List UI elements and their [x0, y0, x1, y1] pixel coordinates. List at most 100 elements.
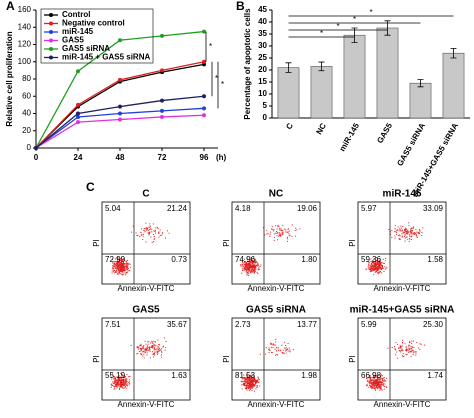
dot — [286, 236, 288, 238]
dot — [250, 386, 252, 388]
dot — [395, 349, 397, 351]
dot — [249, 386, 251, 388]
dot — [110, 383, 112, 385]
dot — [118, 386, 120, 388]
dot — [253, 377, 255, 379]
dot — [252, 263, 254, 265]
dot — [255, 262, 257, 264]
dot — [148, 346, 150, 348]
dot — [149, 346, 151, 348]
dot — [246, 389, 248, 391]
dot — [367, 268, 369, 270]
dot — [157, 346, 159, 348]
quadrant-value: 1.58 — [427, 255, 443, 264]
dot — [148, 228, 150, 230]
dot — [113, 382, 115, 384]
dot — [149, 223, 151, 225]
legend-marker — [49, 30, 53, 34]
x-axis-label: Annexin-V-FITC — [374, 400, 431, 409]
dot — [372, 267, 374, 269]
dot — [160, 354, 162, 356]
dot — [117, 265, 119, 267]
dot — [250, 380, 252, 382]
dot — [246, 257, 248, 259]
dot — [118, 375, 120, 377]
dot — [371, 260, 373, 262]
dot — [120, 372, 122, 374]
dot — [417, 233, 419, 235]
dot — [139, 348, 141, 350]
dot — [382, 265, 384, 267]
dot — [250, 262, 252, 264]
dot — [377, 268, 379, 270]
dot — [156, 352, 158, 354]
dot — [243, 261, 245, 263]
dot — [383, 271, 385, 273]
dot — [251, 378, 253, 380]
dot — [250, 382, 252, 384]
error-bar — [450, 48, 457, 59]
dot — [256, 386, 258, 388]
dot — [372, 385, 374, 387]
dot — [376, 261, 378, 263]
dot — [375, 271, 377, 273]
point — [118, 111, 122, 116]
dot — [153, 230, 155, 232]
dot — [118, 260, 120, 262]
dot — [125, 376, 127, 378]
dot — [264, 234, 266, 236]
dot — [146, 349, 148, 351]
dot — [116, 264, 118, 266]
dot — [118, 387, 120, 389]
dot — [248, 378, 250, 380]
dot — [155, 227, 157, 229]
dot — [417, 231, 419, 233]
dot — [245, 266, 247, 268]
quadrant-value: 74.96 — [235, 255, 256, 264]
dot — [370, 379, 372, 381]
dot — [369, 265, 371, 267]
dot — [132, 225, 134, 227]
y-axis-label: PI — [348, 239, 357, 247]
dot — [287, 228, 289, 230]
dot — [248, 383, 250, 385]
sig-label: * — [215, 74, 218, 83]
x-axis-label: Annexin-V-FITC — [248, 400, 305, 409]
dot — [144, 340, 146, 342]
dot — [407, 351, 409, 353]
dot — [254, 384, 256, 386]
dot — [408, 240, 410, 242]
dot — [377, 378, 379, 380]
dot — [373, 259, 375, 261]
dot — [144, 231, 146, 233]
dot — [375, 384, 377, 386]
dot — [118, 379, 120, 381]
dot — [255, 383, 257, 385]
dot — [405, 233, 407, 235]
dot — [249, 378, 251, 380]
dot — [283, 352, 285, 354]
point — [76, 111, 80, 116]
dot — [125, 271, 127, 273]
dot — [154, 348, 156, 350]
dot — [375, 389, 377, 391]
dot — [154, 341, 156, 343]
legend-marker — [49, 21, 53, 26]
dot — [248, 263, 250, 265]
dot — [384, 380, 386, 382]
dot — [158, 236, 160, 238]
dot — [119, 264, 121, 266]
dot — [246, 268, 248, 270]
dot — [257, 264, 259, 266]
dot — [119, 382, 121, 384]
dot — [122, 269, 124, 271]
dot — [276, 347, 278, 349]
dot — [119, 258, 121, 260]
dot — [252, 271, 254, 273]
dot — [121, 267, 123, 269]
dot — [120, 271, 122, 273]
dot — [414, 232, 416, 234]
quadrant-value: 5.97 — [361, 204, 377, 213]
dot — [247, 269, 249, 271]
dot — [119, 257, 121, 259]
